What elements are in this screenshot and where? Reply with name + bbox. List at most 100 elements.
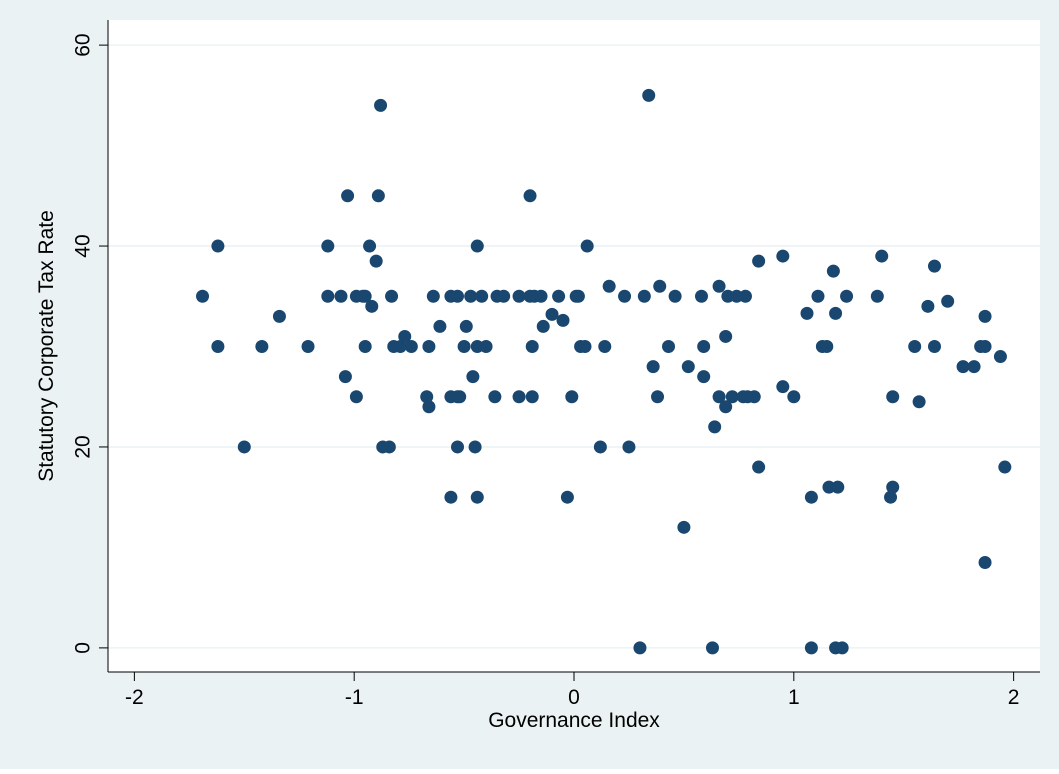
point: [927, 259, 941, 273]
point: [470, 490, 484, 504]
point: [488, 390, 502, 404]
point: [642, 88, 656, 102]
point: [800, 306, 814, 320]
point: [908, 340, 922, 354]
point: [811, 289, 825, 303]
point: [956, 360, 970, 374]
point: [697, 370, 711, 384]
point: [369, 254, 383, 268]
point: [787, 390, 801, 404]
x-tick-label: 1: [788, 686, 800, 709]
point: [708, 420, 722, 434]
point: [358, 340, 372, 354]
point: [525, 390, 539, 404]
point: [705, 641, 719, 655]
point: [978, 555, 992, 569]
point: [875, 249, 889, 263]
point: [967, 360, 981, 374]
point: [637, 289, 651, 303]
point: [633, 641, 647, 655]
point: [719, 400, 733, 414]
point: [712, 390, 726, 404]
point: [272, 309, 286, 323]
point: [571, 289, 585, 303]
point: [921, 299, 935, 313]
x-tick-label: 2: [1008, 686, 1020, 709]
point: [622, 440, 636, 454]
point: [978, 309, 992, 323]
point: [422, 340, 436, 354]
point: [374, 98, 388, 112]
point: [618, 289, 632, 303]
point: [598, 340, 612, 354]
point: [321, 289, 335, 303]
point: [747, 390, 761, 404]
point: [725, 390, 739, 404]
y-tick-label: 0: [72, 642, 95, 654]
point: [804, 490, 818, 504]
point: [237, 440, 251, 454]
point: [752, 460, 766, 474]
point: [393, 340, 407, 354]
point: [420, 390, 434, 404]
point: [826, 264, 840, 278]
point: [497, 289, 511, 303]
point: [776, 249, 790, 263]
point: [886, 480, 900, 494]
point: [941, 294, 955, 308]
y-tick-label: 40: [72, 234, 95, 257]
point: [552, 289, 566, 303]
point: [523, 189, 537, 203]
point: [556, 313, 570, 327]
point: [211, 239, 225, 253]
point: [993, 350, 1007, 364]
point: [712, 279, 726, 293]
point: [334, 289, 348, 303]
point: [653, 279, 667, 293]
point: [466, 370, 480, 384]
point: [719, 329, 733, 343]
point: [602, 279, 616, 293]
y-axis-title: Statutory Corporate Tax Rate: [35, 210, 58, 482]
point: [534, 289, 548, 303]
y-tick-label: 60: [72, 33, 95, 56]
point: [694, 289, 708, 303]
point: [835, 641, 849, 655]
point: [255, 340, 269, 354]
point: [464, 289, 478, 303]
x-tick-label: 0: [568, 686, 580, 709]
point: [525, 340, 539, 354]
point: [886, 390, 900, 404]
point: [998, 460, 1012, 474]
point: [578, 340, 592, 354]
point: [453, 390, 467, 404]
point: [593, 440, 607, 454]
point: [738, 289, 752, 303]
point: [371, 189, 385, 203]
point: [479, 340, 493, 354]
point: [444, 490, 458, 504]
point: [681, 360, 695, 374]
point: [404, 340, 418, 354]
point: [512, 390, 526, 404]
point: [398, 329, 412, 343]
point: [927, 340, 941, 354]
point: [668, 289, 682, 303]
point: [470, 239, 484, 253]
plot-region: [108, 20, 1040, 672]
point: [512, 289, 526, 303]
point: [363, 239, 377, 253]
point: [560, 490, 574, 504]
point: [338, 370, 352, 384]
point: [870, 289, 884, 303]
point: [536, 319, 550, 333]
point: [884, 490, 898, 504]
point: [451, 440, 464, 454]
point: [677, 520, 691, 534]
point: [385, 289, 399, 303]
point: [321, 239, 335, 253]
point: [365, 299, 379, 313]
point: [196, 289, 210, 303]
point: [840, 289, 854, 303]
point: [422, 400, 436, 414]
